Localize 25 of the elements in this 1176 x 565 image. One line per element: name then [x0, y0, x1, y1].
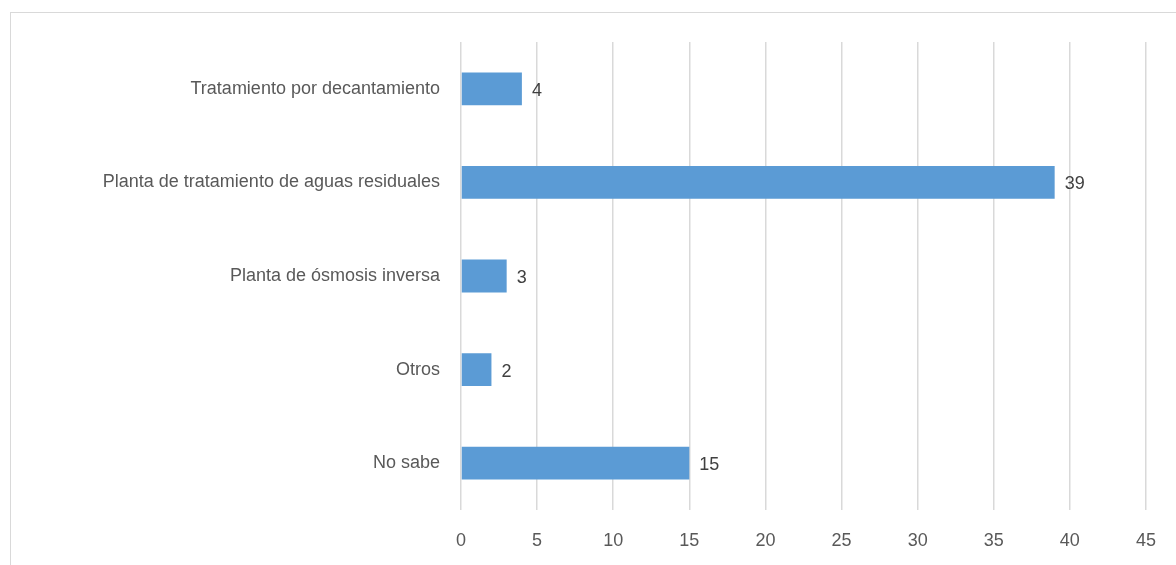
- y-tick-label: Otros: [395, 358, 440, 379]
- x-tick-label: 40: [1059, 529, 1080, 550]
- x-tick-label: 25: [831, 529, 852, 550]
- x-tick-label: 20: [755, 529, 776, 550]
- y-tick-label: Planta de tratamiento de aguas residuales: [102, 171, 440, 192]
- bar: [461, 446, 690, 480]
- y-tick-label: No sabe: [372, 452, 440, 473]
- x-tick-label: 30: [907, 529, 928, 550]
- bar: [461, 166, 1055, 199]
- bar: [461, 259, 507, 293]
- bar: [461, 72, 522, 106]
- x-tick-label: 15: [679, 529, 700, 550]
- data-label: 3: [516, 266, 527, 287]
- data-label: 2: [501, 360, 512, 381]
- x-tick-label: 45: [1135, 529, 1156, 550]
- bar: [461, 353, 492, 386]
- x-tick-label: 5: [532, 529, 543, 550]
- x-tick-label: 35: [983, 529, 1004, 550]
- data-label: 15: [699, 454, 720, 475]
- data-label: 39: [1064, 173, 1085, 194]
- data-label: 4: [531, 79, 542, 100]
- x-tick-label: 10: [603, 529, 624, 550]
- y-tick-label: Planta de ósmosis inversa: [229, 264, 441, 285]
- y-tick-label: Tratamiento por decantamiento: [190, 77, 440, 98]
- x-tick-label: 0: [455, 529, 467, 550]
